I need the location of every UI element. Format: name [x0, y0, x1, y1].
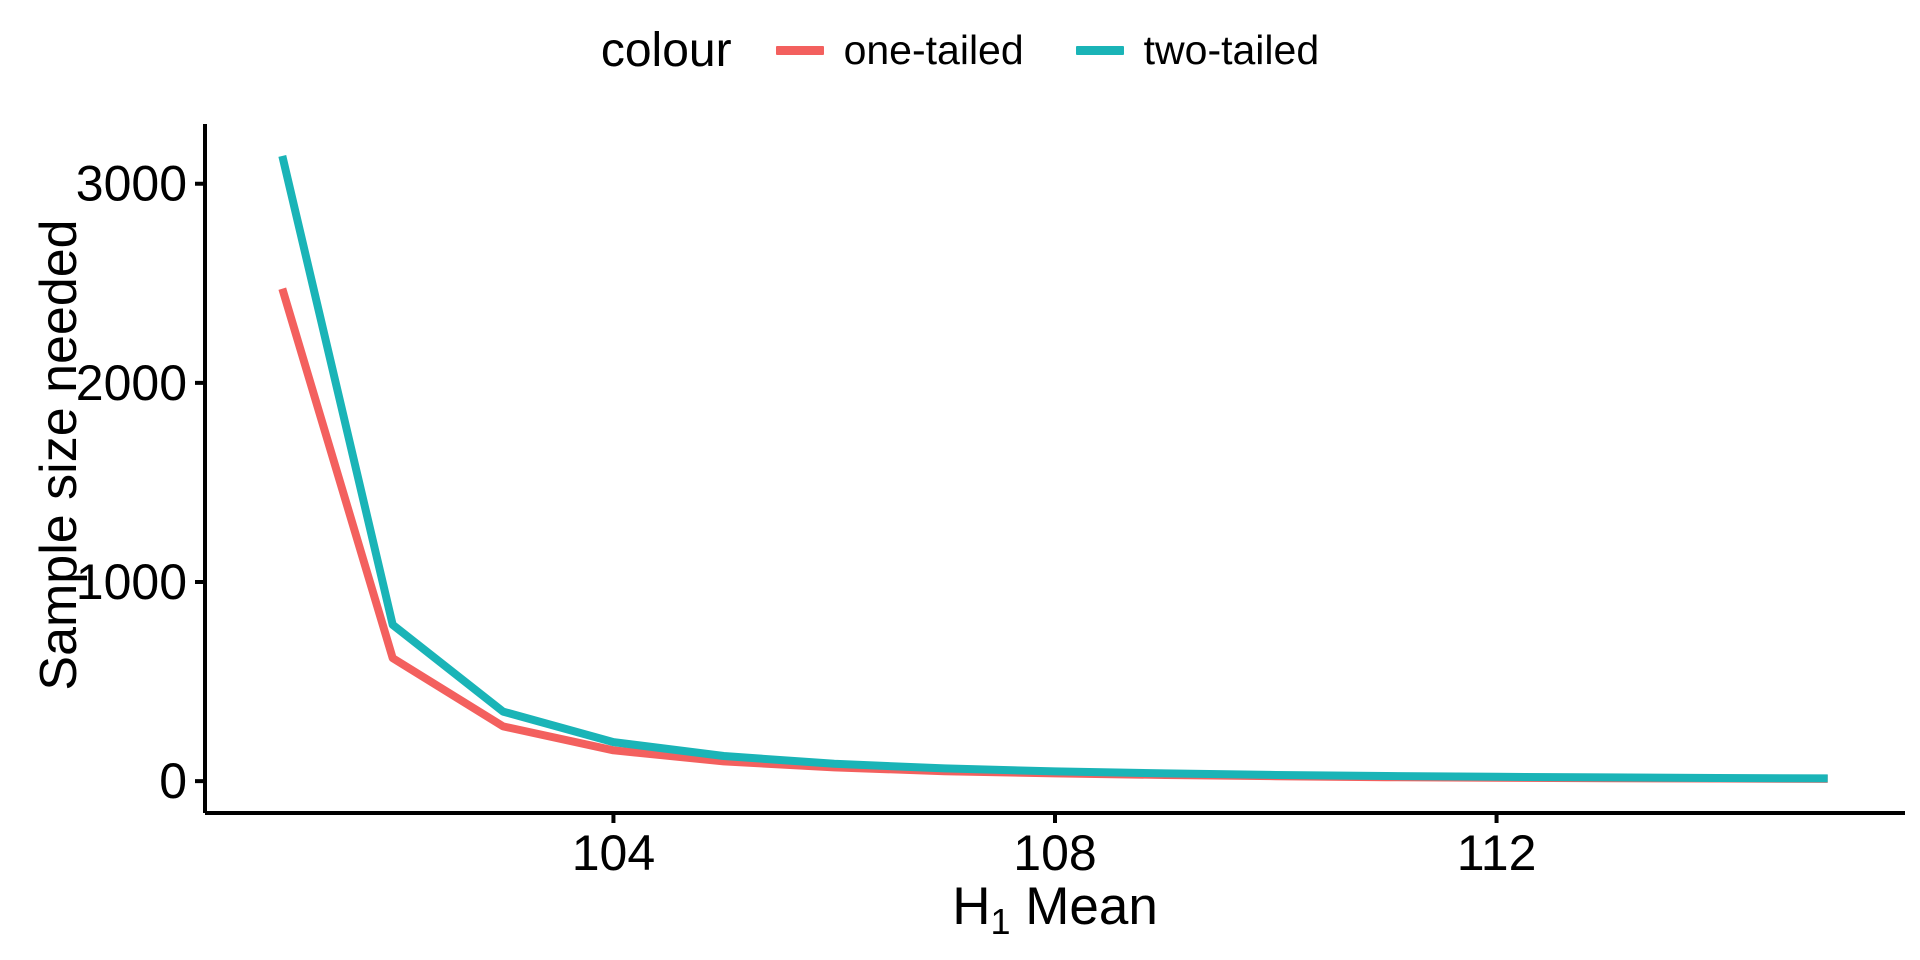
legend-item-two-tailed: two-tailed	[1075, 26, 1320, 74]
x-tick-label: 108	[1013, 825, 1096, 881]
series-line-one-tailed	[278, 287, 1828, 783]
two-tailed-line-key-icon	[1075, 45, 1124, 55]
x-axis-title-rest: Mean	[1010, 877, 1158, 936]
legend-label-one-tailed: one-tailed	[843, 26, 1024, 73]
y-tick-label: 2000	[76, 355, 187, 411]
x-tick-label: 112	[1457, 825, 1537, 881]
x-tick-label: 104	[572, 825, 655, 881]
x-axis-title-main: H	[952, 877, 991, 936]
x-axis-title: H1 Mean	[255, 876, 1855, 943]
y-tick-label: 0	[159, 753, 187, 809]
y-axis-title: Sample size needed	[30, 219, 88, 691]
legend-label-two-tailed: two-tailed	[1143, 26, 1320, 73]
legend: colour one-tailed two-tailed	[0, 16, 1920, 84]
y-tick-label: 3000	[76, 156, 187, 212]
y-tick-label: 1000	[76, 554, 187, 610]
one-tailed-line-key-icon	[775, 45, 824, 55]
series-line-two-tailed	[278, 154, 1828, 783]
x-axis-title-subscript: 1	[990, 901, 1011, 942]
legend-item-one-tailed: one-tailed	[775, 26, 1024, 74]
legend-title: colour	[600, 23, 732, 77]
